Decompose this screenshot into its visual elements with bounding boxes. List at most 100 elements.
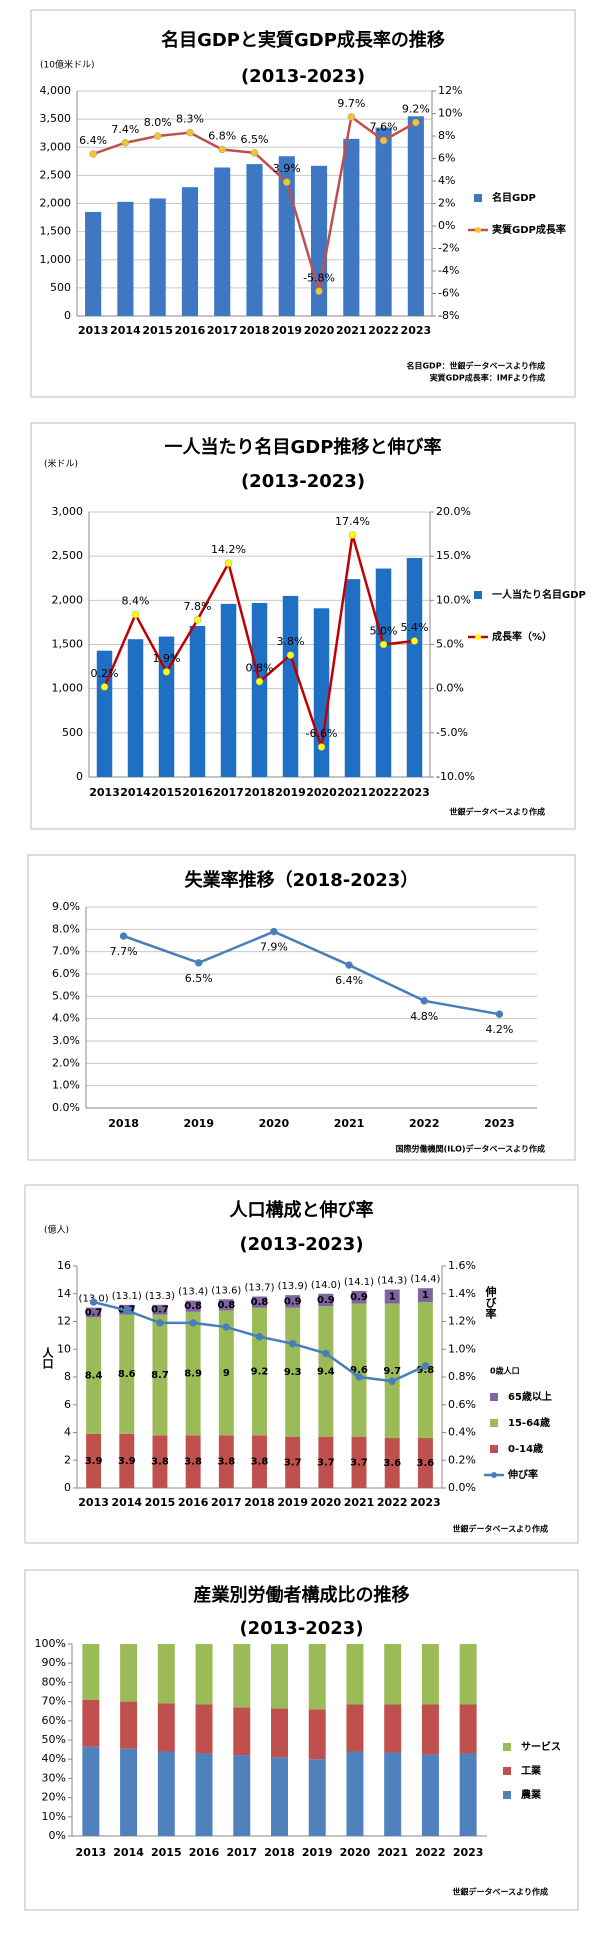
x-tick-label: 2023 (410, 1496, 441, 1509)
chart-title: 人口構成と伸び率 (230, 1199, 374, 1221)
chart-title: 名目GDPと実質GDP成長率の推移 (161, 29, 445, 51)
marker (222, 1323, 231, 1331)
y-tick-label: 80% (42, 1675, 66, 1688)
y2-tick-label: 20.0% (436, 505, 471, 518)
y-tick-label: 0 (64, 309, 71, 322)
data-label: 8.4% (122, 594, 150, 607)
x-tick-label: 2013 (76, 1846, 107, 1859)
x-tick-label: 2020 (304, 324, 335, 337)
y2-tick-label: 1.0% (448, 1342, 476, 1355)
y-tick-label: 100% (35, 1637, 66, 1650)
x-tick-label: 2013 (78, 324, 109, 337)
legend-swatch (503, 1791, 511, 1799)
y2-tick-label: 10% (438, 107, 462, 120)
segment-label: 3.7 (284, 1457, 302, 1468)
bar (271, 1644, 288, 1709)
y-tick-label: 2 (64, 1453, 71, 1466)
data-label: 8.3% (176, 113, 204, 126)
x-tick-label: 2016 (175, 324, 206, 337)
bar (189, 625, 206, 777)
y-tick-label: 1.0% (52, 1079, 80, 1092)
y2-tick-label: -10.0% (436, 770, 475, 783)
y-tick-label: 16 (57, 1259, 71, 1272)
bar (459, 1753, 477, 1836)
bar (343, 138, 360, 316)
segment-label: 0.7 (85, 1307, 103, 1318)
marker (255, 677, 264, 686)
segment-label: 3.8 (217, 1457, 235, 1468)
legend-label: 成長率（%） (492, 630, 552, 643)
data-label: 5.0% (370, 625, 398, 638)
bar (351, 1303, 367, 1437)
y-tick-label: 1,500 (40, 225, 72, 238)
legend-swatch (474, 194, 482, 202)
x-tick-label: 2020 (306, 786, 337, 799)
data-label: 4.2% (485, 1023, 513, 1036)
bar (120, 1701, 138, 1749)
legend-swatch (503, 1767, 511, 1775)
x-tick-label: 2022 (368, 324, 399, 337)
y-tick-label: 20% (42, 1791, 66, 1804)
data-label: 6.4% (79, 134, 107, 147)
y2-tick-label: 1.4% (448, 1287, 476, 1300)
marker (421, 1362, 430, 1370)
x-tick-label: 2022 (415, 1846, 446, 1859)
total-label: (14.1) (344, 1277, 374, 1288)
y-tick-label: 1,000 (52, 682, 84, 695)
x-tick-label: 2021 (336, 324, 367, 337)
data-label: 7.4% (111, 123, 139, 136)
data-label: 9.2% (402, 103, 430, 116)
y-tick-label: 2,000 (40, 197, 72, 210)
bar (417, 1438, 433, 1488)
segment-label: 3.9 (85, 1456, 103, 1467)
marker (345, 961, 353, 969)
y-tick-label: 1,500 (52, 638, 84, 651)
segment-label: 0.9 (317, 1295, 335, 1306)
y2-tick-label: 6% (438, 152, 455, 165)
x-tick-label: 2019 (183, 1117, 214, 1130)
bar (384, 1438, 400, 1488)
y-tick-label: 8.0% (52, 922, 80, 935)
bar (417, 1302, 433, 1439)
bar (195, 1704, 213, 1754)
bar (251, 602, 268, 777)
y2-axis-label: 伸び率 (484, 1285, 498, 1320)
bar (119, 1433, 135, 1488)
legend-swatch (490, 1419, 498, 1427)
bar (346, 1704, 364, 1752)
x-tick-label: 2018 (239, 324, 270, 337)
bar (308, 1644, 326, 1710)
marker (317, 743, 326, 751)
bar (152, 1314, 168, 1436)
bar (271, 1708, 288, 1758)
x-tick-label: 2022 (377, 1496, 408, 1509)
y-tick-label: 2,500 (52, 549, 84, 562)
marker (388, 1377, 396, 1385)
y-tick-label: 12 (57, 1315, 71, 1328)
x-tick-label: 2019 (302, 1846, 333, 1859)
bar (152, 1435, 168, 1488)
chart-subtitle: (2013-2023) (241, 66, 365, 87)
x-tick-label: 2022 (368, 786, 399, 799)
legend-label: 農業 (521, 1788, 542, 1801)
source-note: 実質GDP成長率：IMFより作成 (430, 373, 545, 383)
chart-frame (24, 1184, 579, 1544)
y2-tick-label: 0.4% (448, 1426, 476, 1439)
bar (313, 608, 330, 777)
bar (117, 201, 134, 316)
bar (346, 1644, 364, 1705)
bar (220, 603, 237, 777)
marker (379, 136, 388, 145)
legend-label: 一人当たり名目GDP (492, 588, 586, 601)
chart-title: 産業別労働者構成比の推移 (194, 1584, 410, 1606)
y-tick-label: 50% (42, 1733, 66, 1746)
marker (250, 149, 259, 157)
marker (270, 927, 278, 936)
y2-tick-label: 1.2% (448, 1315, 476, 1328)
y-tick-label: 0 (64, 1481, 71, 1494)
x-tick-label: 2021 (337, 786, 368, 799)
y2-tick-label: -5.0% (436, 726, 468, 739)
x-tick-label: 2023 (399, 786, 430, 799)
legend-label: 実質GDP成長率 (492, 223, 566, 236)
data-label: 6.5% (185, 972, 213, 985)
